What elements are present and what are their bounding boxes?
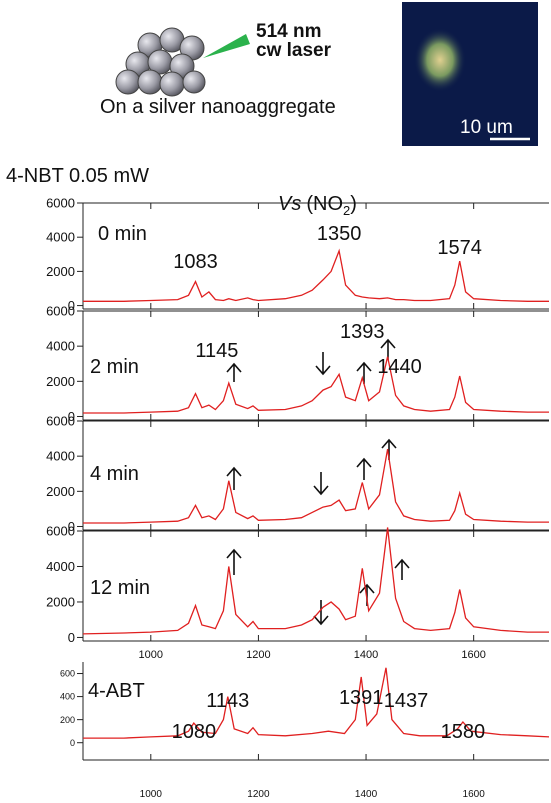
y-tick-label: 600 <box>60 669 75 679</box>
laser-type: cw laser <box>256 40 332 61</box>
x-tick-label: 1000 <box>139 649 163 661</box>
up-arrow <box>226 362 242 382</box>
y-tick-label: 6000 <box>46 304 75 319</box>
spectrum-line <box>82 527 549 635</box>
up-arrow <box>226 466 242 490</box>
spectrum-line <box>83 248 549 302</box>
vs-label: Vs (NO2) <box>278 193 357 218</box>
y-tick-label: 0 <box>68 630 75 645</box>
panel-label: 0 min <box>98 223 147 245</box>
y-tick-label: 0 <box>68 519 75 534</box>
y-tick-label: 4000 <box>46 339 75 354</box>
y-tick-label: 200 <box>60 715 75 725</box>
header: 4-NBT 0.05 mW <box>6 165 149 187</box>
y-tick-label: 0 <box>70 738 75 748</box>
peak-label: 1393 <box>340 321 385 343</box>
peak-label: 1574 <box>437 237 482 259</box>
y-tick-label: 2000 <box>46 484 75 499</box>
peak-label: 1580 <box>441 721 486 743</box>
peak-label: 1437 <box>384 690 429 712</box>
up-arrow <box>356 457 372 480</box>
y-tick-label: 4000 <box>46 449 75 464</box>
x-tick-label: 1400 <box>355 789 378 800</box>
y-tick-label: 2000 <box>46 374 75 389</box>
y-tick-label: 4000 <box>46 230 75 245</box>
peak-label: 1440 <box>377 356 422 378</box>
vs-subscript: 2 <box>343 203 350 218</box>
vs-group: (NO <box>306 193 343 215</box>
y-tick-label: 6000 <box>46 414 75 429</box>
y-tick-label: 6000 <box>46 196 75 211</box>
x-tick-label: 1200 <box>247 789 270 800</box>
x-tick-label: 1600 <box>463 789 486 800</box>
peak-label: 1143 <box>206 690 249 712</box>
peak-label: 1083 <box>173 251 218 273</box>
peak-label: 1391 <box>339 687 384 709</box>
panel-label: 4-ABT <box>88 680 145 702</box>
arrows <box>226 338 410 626</box>
scale-bar-label: 10 um <box>460 117 513 138</box>
peak-label: 1080 <box>172 721 217 743</box>
down-arrow <box>313 600 329 626</box>
y-tick-label: 4000 <box>46 559 75 574</box>
x-tick-label: 1000 <box>140 789 163 800</box>
panel-label: 2 min <box>90 356 139 378</box>
vs-close: ) <box>350 193 357 215</box>
up-arrow <box>226 548 242 575</box>
nanoaggregate <box>115 27 206 97</box>
down-arrow <box>315 352 331 376</box>
spectrum-line <box>83 448 549 524</box>
y-tick-label: 6000 <box>46 524 75 539</box>
y-tick-label: 0 <box>68 409 75 424</box>
x-tick-label: 1600 <box>461 649 485 661</box>
y-tick-label: 2000 <box>46 595 75 610</box>
y-tick-label: 400 <box>60 692 75 702</box>
spectrum-line <box>83 667 550 739</box>
caption: On a silver nanoaggregate <box>100 96 336 118</box>
peak-label: 1350 <box>317 223 362 245</box>
x-tick-label: 1400 <box>354 649 378 661</box>
y-tick-label: 2000 <box>46 264 75 279</box>
aggregate-spot <box>414 28 466 92</box>
peak-label: 1145 <box>195 340 238 362</box>
vs-symbol: Vs <box>278 193 301 215</box>
y-tick-label: 0 <box>68 298 75 313</box>
up-arrow <box>356 361 372 384</box>
laser-beam <box>203 34 250 58</box>
x-tick-label: 1200 <box>246 649 270 661</box>
panel-label: 12 min <box>90 577 150 599</box>
panel-label: 4 min <box>90 463 139 485</box>
down-arrow <box>313 472 329 496</box>
spectrum-line <box>83 356 549 414</box>
up-arrow <box>394 558 410 580</box>
laser-wavelength: 514 nm <box>256 21 321 42</box>
